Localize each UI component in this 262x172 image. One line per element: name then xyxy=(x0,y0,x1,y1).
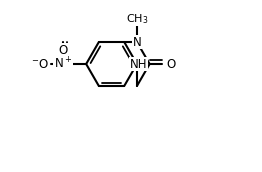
Text: NH: NH xyxy=(130,57,147,71)
Text: CH$_3$: CH$_3$ xyxy=(126,12,148,26)
Text: O: O xyxy=(167,57,176,71)
Text: N$^+$: N$^+$ xyxy=(54,56,73,72)
Text: N: N xyxy=(133,35,141,49)
Text: O: O xyxy=(59,44,68,57)
Text: $^{-}$O: $^{-}$O xyxy=(31,57,49,71)
